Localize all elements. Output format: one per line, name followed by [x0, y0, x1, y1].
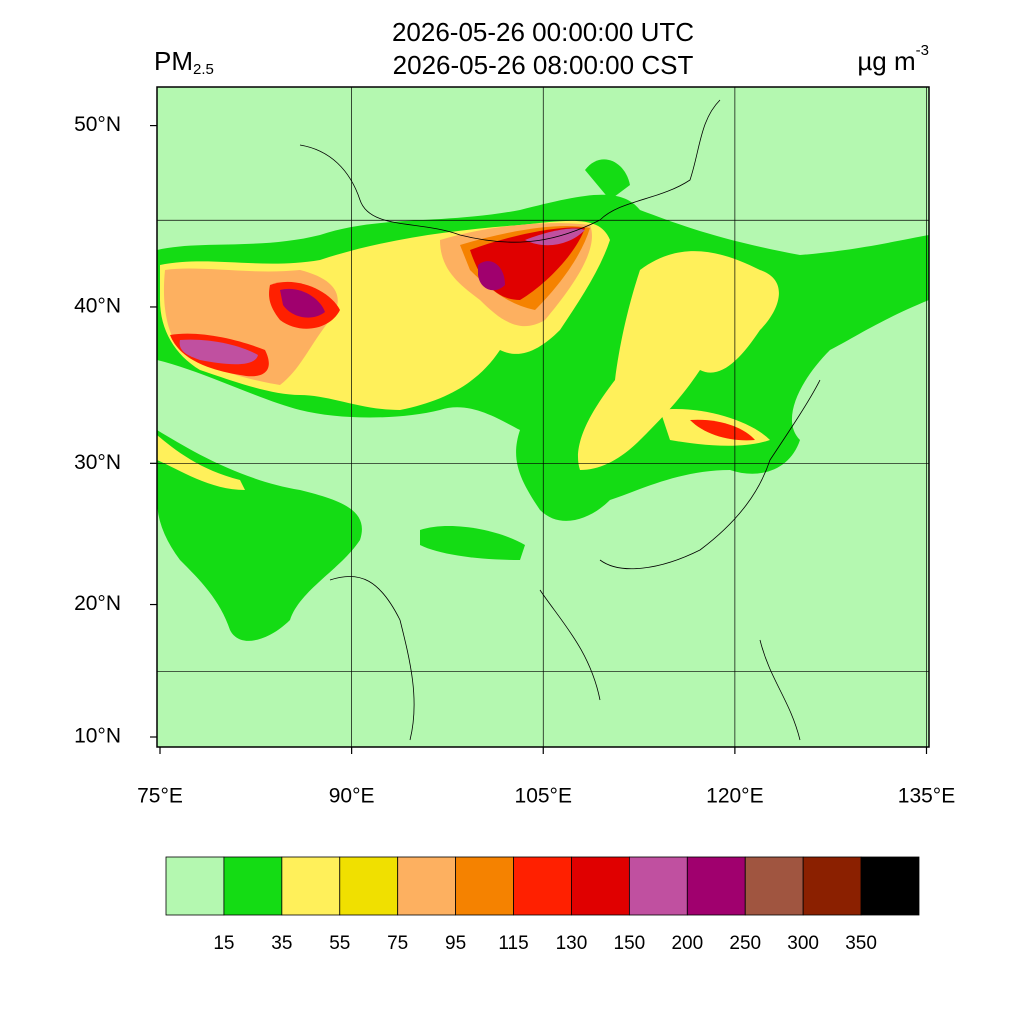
field-region [585, 159, 630, 200]
colorbar-box [223, 856, 283, 916]
colorbar-box [860, 856, 920, 916]
title-line: 2026-05-26 00:00:00 UTC [392, 17, 694, 47]
colorbar-label: 130 [556, 933, 588, 954]
colorbar-box [744, 856, 804, 916]
colorbar-box [281, 856, 341, 916]
colorbar-box [165, 856, 225, 916]
field-region [478, 261, 505, 291]
colorbar-label: 75 [387, 933, 408, 954]
colorbar-label: 95 [445, 933, 466, 954]
colorbar-box [686, 856, 746, 916]
units: µg m [857, 46, 915, 76]
colorbar-box [513, 856, 572, 916]
colorbar-label: 15 [213, 933, 234, 954]
colorbar-label: 35 [271, 933, 292, 954]
lon-tick-label: 135°E [898, 785, 955, 808]
field-region [420, 525, 525, 560]
colorbar-box [571, 856, 630, 916]
lon-tick-label: 105°E [515, 785, 572, 808]
colorbar-box [802, 856, 862, 916]
field-region [578, 251, 779, 470]
title-line: 2026-05-26 08:00:00 CST [393, 50, 694, 80]
lat-tick-label: 30°N [74, 451, 121, 474]
colorbar-label: 250 [729, 933, 761, 954]
lat-tick-label: 10°N [74, 725, 121, 748]
colorbar-box [455, 856, 514, 916]
colorbar-box [339, 856, 399, 916]
variable: PM [154, 46, 193, 76]
colorbar-label: 115 [498, 933, 528, 954]
colorbar-label: 300 [787, 933, 819, 954]
variable-label: PM2.5 [154, 46, 214, 78]
field-region [157, 435, 245, 490]
field-region [690, 419, 755, 441]
lon-tick-label: 75°E [137, 785, 183, 808]
variable-subscript: 2.5 [193, 61, 214, 78]
colorbar-box [628, 856, 688, 916]
colorbar-label: 200 [671, 933, 703, 954]
lat-tick-label: 20°N [74, 592, 121, 615]
border [299, 99, 821, 741]
units-label: µg m-3 [857, 42, 929, 76]
lat-tick-label: 40°N [74, 295, 121, 318]
units-superscript: -3 [916, 42, 929, 59]
lon-tick-label: 90°E [329, 785, 375, 808]
field-region [179, 339, 258, 365]
lat-tick-label: 50°N [74, 113, 121, 136]
field-region [280, 288, 325, 318]
colorbar-label: 55 [329, 933, 350, 954]
colorbar-label: 350 [845, 933, 877, 954]
lon-tick-label: 120°E [706, 785, 763, 808]
colorbar-label: 150 [614, 933, 646, 954]
colorbar-box [397, 856, 457, 916]
